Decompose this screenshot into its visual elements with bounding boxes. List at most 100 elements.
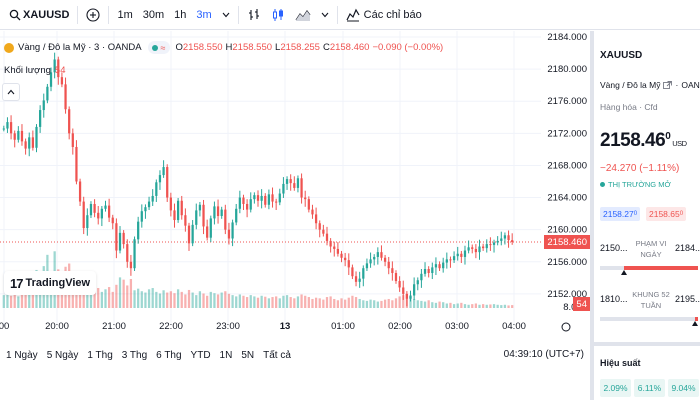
year-range-high: 2195... xyxy=(675,294,700,304)
candle-body xyxy=(20,130,24,142)
timeframe-1h[interactable]: 1h xyxy=(174,8,187,21)
bar-style-button[interactable] xyxy=(242,0,266,30)
candle-body xyxy=(35,126,38,148)
candle-body xyxy=(195,210,198,225)
candle-body xyxy=(300,178,303,198)
candle-body xyxy=(500,238,503,241)
candle-body xyxy=(376,252,379,257)
compare-button[interactable] xyxy=(81,0,105,30)
range-all[interactable]: Tất cả xyxy=(263,349,291,361)
volume-bar xyxy=(398,296,401,308)
indicators-button[interactable]: Các chỉ báo xyxy=(341,0,427,30)
candle-body xyxy=(122,232,125,245)
candle-body xyxy=(471,247,474,249)
volume-bar xyxy=(304,295,307,308)
volume-bar xyxy=(206,295,209,308)
volume-bar xyxy=(213,293,216,308)
low-key: L xyxy=(275,42,281,53)
volume-bar xyxy=(289,297,292,308)
style-dropdown[interactable] xyxy=(316,0,334,30)
time-tick-label: 00 xyxy=(0,321,9,332)
volume-bar xyxy=(478,304,481,308)
candle-body xyxy=(467,247,470,251)
panel-full-name[interactable]: Vàng / Đô la Mỹ · OANDA xyxy=(600,80,700,90)
price-tick-label: 2168.000 xyxy=(547,160,587,171)
volume-bar xyxy=(394,298,398,308)
performance-1w[interactable]: 2.09% xyxy=(600,379,631,397)
volume-bar xyxy=(235,296,238,308)
volume-bar xyxy=(133,290,136,308)
candle-style-button[interactable] xyxy=(266,0,290,30)
volume-bar xyxy=(220,292,223,308)
candle-body xyxy=(511,240,514,243)
volume-bar xyxy=(260,295,263,308)
volume-bar xyxy=(456,303,459,308)
volume-bar xyxy=(97,288,100,308)
candle-body xyxy=(296,178,300,188)
volume-bar xyxy=(144,292,147,308)
candle-body xyxy=(100,208,103,219)
candle-body xyxy=(245,203,249,210)
volume-bar xyxy=(166,292,169,308)
range-1y[interactable]: 1N xyxy=(219,349,233,361)
volume-bar xyxy=(300,294,303,308)
panel-price-frac: 0 xyxy=(665,131,671,142)
candle-body xyxy=(176,200,180,221)
bid-price[interactable]: 2158.27 0 xyxy=(600,207,641,221)
volume-bar xyxy=(314,297,318,308)
top-toolbar: XAUUSD 1m 30m 1h 3m Các chỉ báo xyxy=(0,0,700,30)
timeframe-dropdown[interactable] xyxy=(217,0,235,30)
candle-body xyxy=(242,197,245,204)
timeframe-3m[interactable]: 3m xyxy=(196,8,212,21)
candle-body xyxy=(289,179,292,184)
candle-body xyxy=(496,240,499,243)
volume-bar xyxy=(442,302,445,308)
ask-price[interactable]: 2158.65 0 xyxy=(646,207,687,221)
range-1d[interactable]: 1 Ngày xyxy=(6,349,38,361)
year-range-marker-icon xyxy=(692,321,698,326)
candle-body xyxy=(86,215,89,229)
timeframe-1m[interactable]: 1m xyxy=(117,8,133,21)
range-3m[interactable]: 3 Thg xyxy=(121,349,148,361)
volume-bar xyxy=(416,300,419,308)
candle-body xyxy=(311,209,314,215)
low-value: 2158.255 xyxy=(280,42,320,53)
candle-body xyxy=(93,203,96,213)
candle-body xyxy=(75,146,78,182)
range-1m[interactable]: 1 Thg xyxy=(87,349,113,361)
candle-body xyxy=(39,110,42,127)
performance-1m[interactable]: 6.11% xyxy=(634,379,665,397)
chart-clock[interactable]: 04:39:10 (UTC+7) xyxy=(503,349,584,360)
high-key: H xyxy=(225,42,233,53)
candle-body xyxy=(107,205,111,218)
volume-bar xyxy=(89,290,93,308)
tradingview-logo[interactable]: 17 TradingView xyxy=(4,271,97,295)
performance-3m[interactable]: 9.04% xyxy=(668,379,699,397)
candle-body xyxy=(2,128,5,130)
chart-area[interactable]: 2184.000 2180.000 2176.000 2172.000 2168.000… xyxy=(0,31,590,340)
candle-body xyxy=(347,260,350,268)
collapse-legend-button[interactable] xyxy=(2,83,20,101)
range-6m[interactable]: 6 Thg xyxy=(156,349,182,361)
candle-body xyxy=(137,221,140,240)
candle-body xyxy=(387,261,390,269)
candle-body xyxy=(271,194,274,202)
area-style-button[interactable] xyxy=(290,0,316,30)
candle-body xyxy=(322,229,325,234)
price-tick-label: 2152.000 xyxy=(547,289,587,300)
volume-bar xyxy=(202,293,205,308)
volume-bar xyxy=(296,296,300,308)
current-price-tag: 2158.460 xyxy=(544,235,590,250)
symbol-search[interactable]: XAUUSD xyxy=(4,0,74,30)
timeframe-30m[interactable]: 30m xyxy=(142,8,165,21)
volume-bar xyxy=(20,293,24,308)
range-5y[interactable]: 5N xyxy=(241,349,255,361)
volume-bar xyxy=(347,297,350,308)
market-status-pill[interactable]: ≈ xyxy=(147,41,170,54)
volume-bar xyxy=(147,289,151,308)
volume-bar xyxy=(78,283,82,308)
candle-body xyxy=(275,201,278,203)
range-ytd[interactable]: YTD xyxy=(190,349,211,361)
range-5d[interactable]: 5 Ngày xyxy=(46,349,79,361)
volume-bar xyxy=(238,294,241,308)
